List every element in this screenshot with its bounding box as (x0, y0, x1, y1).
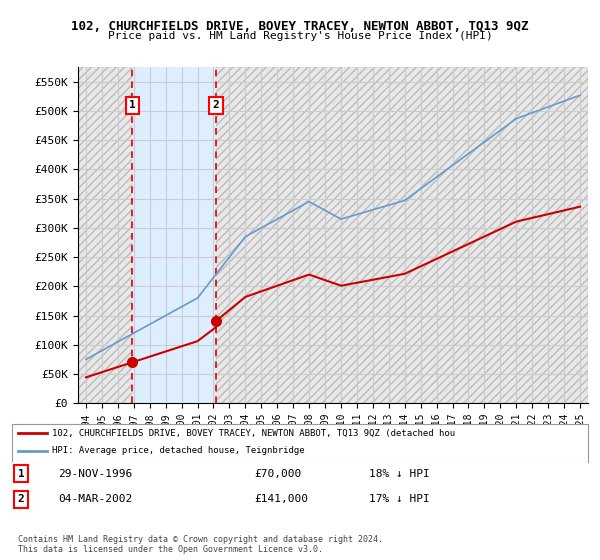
Text: 1: 1 (129, 100, 136, 110)
Text: 102, CHURCHFIELDS DRIVE, BOVEY TRACEY, NEWTON ABBOT, TQ13 9QZ: 102, CHURCHFIELDS DRIVE, BOVEY TRACEY, N… (71, 20, 529, 32)
Text: £70,000: £70,000 (254, 469, 301, 479)
Text: 2: 2 (18, 494, 25, 505)
Text: Contains HM Land Registry data © Crown copyright and database right 2024.
This d: Contains HM Land Registry data © Crown c… (18, 535, 383, 554)
Text: HPI: Average price, detached house, Teignbridge: HPI: Average price, detached house, Teig… (52, 446, 305, 455)
Text: £141,000: £141,000 (254, 494, 308, 505)
Text: 29-NOV-1996: 29-NOV-1996 (58, 469, 133, 479)
Text: 2: 2 (213, 100, 220, 110)
Text: 102, CHURCHFIELDS DRIVE, BOVEY TRACEY, NEWTON ABBOT, TQ13 9QZ (detached hou: 102, CHURCHFIELDS DRIVE, BOVEY TRACEY, N… (52, 429, 455, 438)
Text: 04-MAR-2002: 04-MAR-2002 (58, 494, 133, 505)
Text: 1: 1 (18, 469, 25, 479)
Text: 17% ↓ HPI: 17% ↓ HPI (369, 494, 430, 505)
Text: Price paid vs. HM Land Registry's House Price Index (HPI): Price paid vs. HM Land Registry's House … (107, 31, 493, 41)
Bar (133, 67, 216, 403)
Text: 18% ↓ HPI: 18% ↓ HPI (369, 469, 430, 479)
